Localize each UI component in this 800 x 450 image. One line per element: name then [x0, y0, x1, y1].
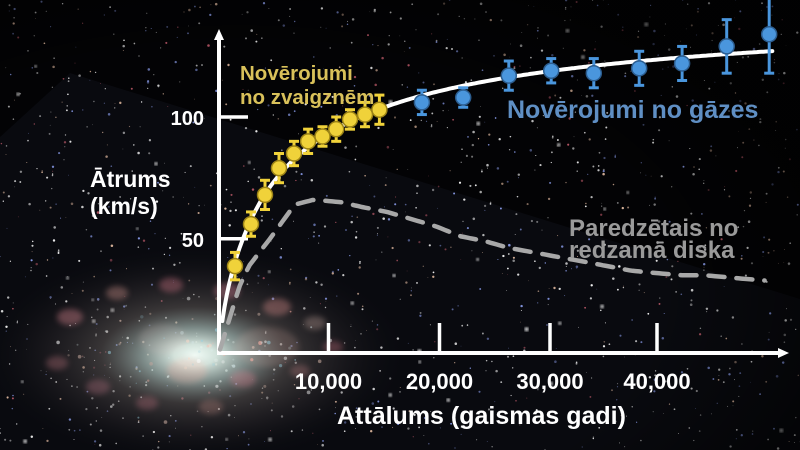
- svg-text:no zvaigznēm: no zvaigznēm: [240, 86, 374, 109]
- svg-text:Novērojumi no gāzes: Novērojumi no gāzes: [507, 96, 758, 124]
- svg-text:40,000: 40,000: [623, 369, 690, 394]
- svg-text:(km/s): (km/s): [90, 193, 158, 219]
- svg-text:30,000: 30,000: [516, 369, 583, 394]
- svg-text:Ātrums: Ātrums: [90, 166, 171, 192]
- svg-text:100: 100: [171, 108, 204, 130]
- svg-text:Attālums (gaismas gadi): Attālums (gaismas gadi): [337, 402, 626, 430]
- svg-text:Novērojumi: Novērojumi: [240, 62, 353, 85]
- svg-text:20,000: 20,000: [406, 369, 473, 394]
- svg-text:redzamā diska: redzamā diska: [569, 237, 735, 264]
- svg-text:10,000: 10,000: [295, 369, 362, 394]
- svg-text:50: 50: [182, 230, 204, 252]
